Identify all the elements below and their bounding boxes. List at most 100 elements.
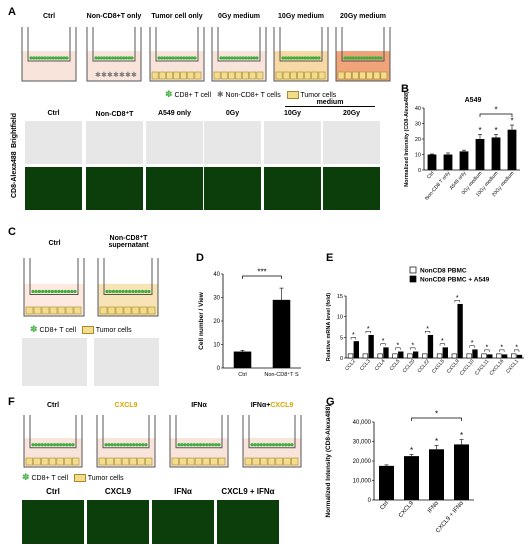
well-title-ifn: IFNα+ [250,402,271,409]
cd8-cell [73,289,77,294]
cd8-cell [121,289,125,294]
bar [383,347,389,359]
cd8-cell [368,56,372,60]
significance-mark: * [441,338,444,345]
x-tick-label: CCL3 [359,358,372,372]
significance-mark: * [397,342,400,349]
cd8-cell [249,56,254,60]
significance-mark: * [411,342,414,349]
cd8-cell [115,289,119,294]
well-title: Ctrl [46,402,60,409]
tumor-cell [297,71,304,80]
image-col-label: Ctrl [46,487,60,496]
transwell-diagram [21,27,77,82]
cd8-cell [105,289,109,294]
tumor-cell [380,71,388,80]
cd8-cell [110,443,114,447]
x-tick-label: CCL4 [374,358,387,372]
cd8-cell [52,443,57,447]
cd8-cell [34,289,38,294]
cd8-cell [108,56,112,60]
fluorescence-image [86,167,143,210]
image-col-label: IFNα [174,487,192,496]
image-col-label: 10Gy [283,110,302,117]
cd8-cell [43,443,47,447]
fluorescence-image [152,500,214,544]
y-tick-label: 20 [415,137,421,143]
y-tick-label: 30 [213,296,220,302]
y-tick-label: 0 [217,366,221,372]
bar [412,351,419,359]
y-tick-label: 10 [415,153,421,159]
cd8-cell [217,443,221,447]
significance-bracket [469,345,475,348]
cd8-cell [247,56,251,60]
bracket-label: * [494,106,497,115]
x-tick-label: CCL20 [402,358,417,374]
chart-title: A549 [465,97,482,104]
legend-cd8-f: CD8+ T cell [31,475,69,482]
tumor-cell [158,71,166,80]
tumor-cell [107,306,116,315]
significance-mark: * [426,326,429,333]
cd8-cell [129,443,133,447]
cd8-cell [68,443,72,447]
tumor-cell [213,71,221,80]
image-col-label: Non-CD8⁺T [95,111,134,118]
transwell-diagram [335,27,391,82]
significance-mark: * [382,338,385,345]
bar [233,351,252,368]
cd8-cell [271,443,276,447]
x-tick-label: CXCL9 [398,500,415,519]
cd8-cell [190,56,194,60]
cd8-cell [176,56,180,60]
well-title: Non-CD8+T only [86,13,142,20]
y-tick-label: 20 [213,319,220,325]
cd8-cell [182,56,186,60]
cd8-cell [165,56,169,60]
well-title: IFNα [191,402,207,409]
bar [481,353,487,359]
y-axis-label: Normalized Intensity (CD8-Alexa488) [404,92,410,187]
well-title-cxcl9: CXCL9 [270,402,294,409]
y-tick-label: 0 [368,498,372,504]
significance-bracket [513,349,520,352]
tumor-legend-icon [81,326,94,335]
tumor-cell [180,71,188,80]
cd8-cell [222,56,226,60]
significance-bracket [380,343,386,346]
tumor-cell [283,457,291,466]
legend-tumor-f: Tumor cells [87,475,124,482]
bar [398,351,404,359]
well-title: 10Gy medium [278,13,324,20]
significance-bracket [499,349,505,352]
cd8-cell [105,56,109,60]
tumor-cell [318,71,326,80]
cd8-cell [256,443,260,447]
tumor-cell [114,457,122,466]
cd8-cell [286,56,291,60]
cd8-cell [116,443,120,447]
tumor-cell [49,306,58,315]
noncd8-cell: ✱ [125,71,131,79]
cd8-cell [275,443,279,447]
chart-g: 0 10,000 20,000 30,000 40,000 Normalized Inte… [325,404,474,534]
bracket-label: *** [257,268,266,277]
cd8-cell [57,56,61,60]
cd8-cell [168,56,172,60]
y-tick-label: 15 [337,294,343,300]
cd8-cell [132,443,136,447]
cd8-cell [134,289,138,294]
bar [377,353,383,359]
cd8-cell [174,56,178,60]
cd8-cell [108,289,112,294]
significance-bracket [454,300,460,303]
significance-mark: * [486,344,489,351]
tumor-cell [98,457,107,466]
x-tick-label: CCL2 [344,358,357,372]
tumor-cell [56,457,64,466]
cd8-cell [357,56,361,60]
cd8-cell [157,56,161,60]
significance-bracket [410,347,416,350]
cd8-cell [97,56,101,60]
